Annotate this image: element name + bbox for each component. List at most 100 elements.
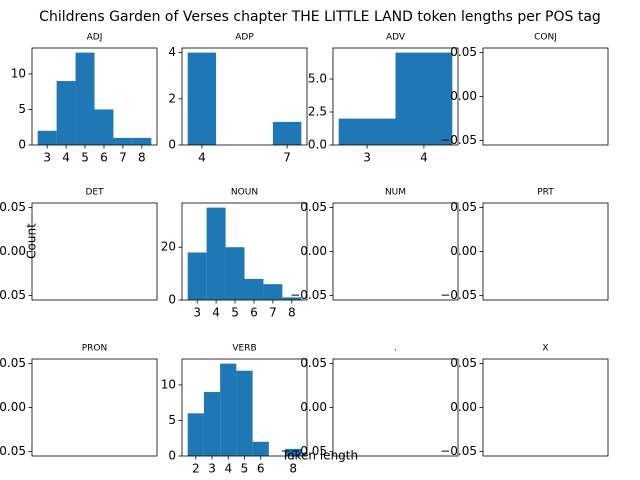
y-tick-label: 0.00 [450,89,477,103]
bar [187,252,207,300]
axes-frame [482,358,609,457]
subplot-title: ADP [235,33,254,43]
x-tick-label: 5 [241,462,249,476]
y-tick-label: 0.05 [300,200,327,214]
y-tick-label: −0.05 [440,444,477,458]
axes-frame [181,202,308,301]
x-tick-label: 8 [138,151,146,165]
y-tick-label: 0.05 [450,356,477,370]
bar [37,130,57,145]
y-tick-label: 5 [168,413,176,427]
y-tick-label: 0.00 [300,244,327,258]
y-tick-label: 4 [168,45,176,59]
y-axis-label: Count [25,223,39,259]
axes-frame [332,47,459,146]
x-tick-label: 6 [100,151,108,165]
x-tick-label: 2 [192,462,200,476]
y-tick-label: −0.05 [0,288,26,302]
bar [206,207,226,300]
x-tick-label: 3 [193,306,201,320]
bar [132,137,152,145]
bar [94,109,114,145]
y-tick-label: −0.05 [290,288,327,302]
y-tick-label: 10 [11,66,26,80]
axes-frame [181,47,308,146]
bar [187,413,204,456]
axes-frame [31,47,158,146]
y-tick-label: 0 [168,138,176,152]
y-tick-label: 0 [168,449,176,463]
subplot-title: . [394,344,397,354]
subplot-title: ADV [386,33,406,43]
bar [285,448,302,456]
axes-frame [332,202,459,301]
bar [338,118,396,145]
subplot-title: PRON [82,344,108,354]
x-tick-label: 4 [224,462,232,476]
bar [263,284,283,300]
axes-frame [31,358,158,457]
x-tick-label: 8 [289,462,297,476]
axes-frame [31,202,158,301]
x-tick-label: 6 [250,306,258,320]
bar [56,81,76,145]
x-tick-label: 3 [363,151,371,165]
x-tick-label: 7 [119,151,127,165]
subplot-title: NOUN [231,188,258,198]
x-tick-label: 6 [257,462,265,476]
y-tick-label: 5.0 [308,72,327,86]
x-axis-label: Token length [281,449,358,463]
axes-frame [332,358,459,457]
y-tick-label: 0.00 [0,244,26,258]
y-tick-label: −0.05 [290,444,327,458]
y-tick-label: −0.05 [440,133,477,147]
bar [113,137,133,145]
x-tick-label: 7 [283,151,291,165]
y-tick-label: 0.00 [450,400,477,414]
x-tick-label: 5 [81,151,89,165]
y-tick-label: −0.05 [0,444,26,458]
x-tick-label: 5 [231,306,239,320]
axes-frame [482,47,609,146]
y-tick-label: 2 [168,91,176,105]
y-tick-label: 0.00 [0,400,26,414]
subplot-title: NUM [385,188,406,198]
bar [244,278,264,300]
y-tick-label: 2.5 [308,105,327,119]
subplot-title: DET [85,188,104,198]
bar [272,121,302,145]
bar [252,441,269,456]
bar [187,52,217,145]
y-tick-label: 0.05 [0,356,26,370]
x-tick-label: 4 [420,151,428,165]
subplot-title: PRT [537,188,554,198]
y-tick-label: 0 [18,138,26,152]
x-tick-label: 8 [288,306,296,320]
y-tick-label: 5 [18,102,26,116]
y-tick-label: −0.05 [440,288,477,302]
y-tick-label: 0.05 [450,45,477,59]
y-tick-label: 0.05 [0,200,26,214]
subplot-title: X [542,344,548,354]
x-tick-label: 3 [208,462,216,476]
y-tick-label: 0 [168,293,176,307]
axes-frame [482,202,609,301]
bar [282,297,302,300]
bar [75,52,95,145]
y-tick-label: 0.0 [308,138,327,152]
bar [225,247,245,300]
y-tick-label: 0.05 [450,200,477,214]
x-tick-label: 4 [198,151,206,165]
subplot-title: CONJ [534,33,557,43]
bar [395,52,453,145]
bar [220,363,237,456]
bar [236,370,253,456]
subplot-title: VERB [232,344,256,354]
y-tick-label: 10 [161,377,176,391]
y-tick-label: 0.00 [450,244,477,258]
x-tick-label: 4 [212,306,220,320]
x-tick-label: 3 [43,151,51,165]
bar [203,392,221,456]
